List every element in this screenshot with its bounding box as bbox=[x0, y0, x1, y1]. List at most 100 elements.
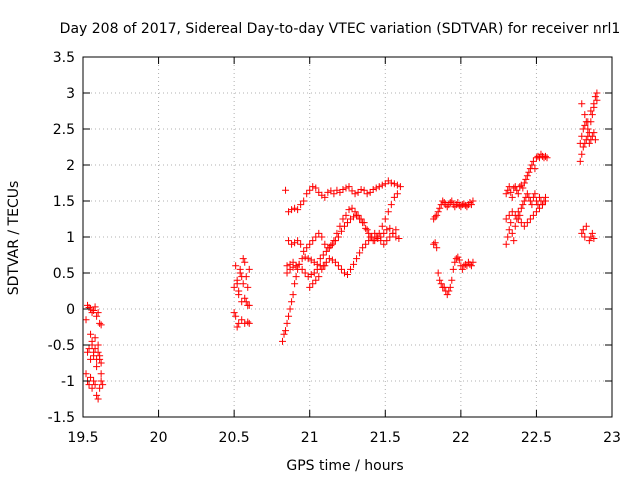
data-point bbox=[467, 262, 475, 270]
data-point bbox=[529, 211, 537, 219]
data-point bbox=[377, 237, 385, 245]
data-point bbox=[431, 213, 439, 221]
data-point bbox=[285, 237, 293, 245]
data-point bbox=[288, 240, 296, 248]
data-point bbox=[357, 185, 365, 193]
data-point bbox=[91, 345, 99, 353]
data-point bbox=[96, 384, 104, 392]
x-tick-label: 22 bbox=[452, 430, 470, 446]
data-point bbox=[297, 201, 305, 209]
data-point bbox=[384, 208, 392, 216]
data-point bbox=[244, 318, 252, 326]
data-point bbox=[347, 265, 355, 273]
data-point bbox=[455, 201, 463, 209]
data-point bbox=[292, 262, 300, 270]
data-point bbox=[312, 276, 320, 284]
data-point bbox=[238, 316, 246, 324]
data-point bbox=[436, 276, 444, 284]
data-point bbox=[514, 208, 522, 216]
data-point bbox=[286, 305, 294, 313]
data-point bbox=[242, 298, 250, 306]
data-point bbox=[334, 233, 342, 241]
data-point bbox=[333, 229, 341, 237]
data-point bbox=[452, 255, 460, 263]
data-point bbox=[356, 249, 364, 257]
data-point bbox=[88, 337, 96, 345]
data-point bbox=[362, 240, 370, 248]
data-point bbox=[289, 263, 297, 271]
y-tick-label: 0.5 bbox=[53, 266, 75, 282]
y-tick-label: 0 bbox=[66, 302, 75, 318]
data-point bbox=[309, 237, 317, 245]
data-point bbox=[359, 244, 367, 252]
data-point bbox=[387, 201, 395, 209]
data-point bbox=[339, 215, 347, 223]
data-point bbox=[523, 219, 531, 227]
data-point bbox=[590, 103, 598, 111]
data-point bbox=[325, 255, 333, 263]
data-point bbox=[541, 152, 549, 160]
data-point bbox=[448, 276, 456, 284]
data-point bbox=[393, 190, 401, 198]
y-tick-label: 2 bbox=[66, 158, 75, 174]
data-point bbox=[516, 183, 524, 191]
data-point bbox=[591, 136, 599, 144]
data-point bbox=[319, 251, 327, 259]
data-point bbox=[378, 181, 386, 189]
y-tick-label: 1.5 bbox=[53, 194, 75, 210]
data-point bbox=[585, 237, 593, 245]
y-tick-label: 2.5 bbox=[53, 122, 75, 138]
data-point bbox=[531, 165, 539, 173]
data-point bbox=[345, 183, 353, 191]
data-point bbox=[433, 244, 441, 252]
data-point bbox=[386, 233, 394, 241]
data-point bbox=[283, 262, 291, 270]
data-point bbox=[590, 129, 598, 137]
data-point bbox=[381, 215, 389, 223]
data-point bbox=[340, 222, 348, 230]
data-point bbox=[344, 270, 351, 278]
data-point bbox=[353, 211, 361, 219]
data-point bbox=[528, 201, 536, 209]
data-point bbox=[245, 265, 253, 273]
data-point bbox=[93, 312, 101, 320]
data-point bbox=[505, 226, 513, 234]
data-point bbox=[238, 273, 246, 281]
data-point bbox=[324, 188, 332, 196]
data-point bbox=[593, 96, 601, 104]
data-point bbox=[90, 348, 98, 356]
data-point bbox=[315, 188, 323, 196]
data-point bbox=[94, 341, 102, 349]
data-point bbox=[383, 226, 391, 234]
data-point bbox=[508, 193, 516, 201]
data-point bbox=[331, 237, 339, 245]
data-point bbox=[365, 237, 373, 245]
data-point bbox=[380, 240, 388, 248]
data-point bbox=[321, 240, 329, 248]
data-point bbox=[511, 211, 519, 219]
data-point bbox=[295, 260, 303, 268]
data-point bbox=[353, 255, 361, 263]
data-point bbox=[369, 185, 377, 193]
data-point bbox=[581, 233, 589, 241]
data-point bbox=[241, 258, 249, 266]
data-point bbox=[531, 190, 539, 198]
data-point bbox=[431, 239, 439, 247]
data-point bbox=[350, 213, 358, 221]
data-point bbox=[372, 184, 380, 192]
data-point bbox=[321, 262, 329, 270]
data-point bbox=[587, 107, 595, 115]
data-point bbox=[381, 180, 389, 188]
data-point bbox=[383, 237, 391, 245]
data-point bbox=[233, 280, 241, 288]
data-point bbox=[446, 283, 454, 291]
y-tick-label: -0.5 bbox=[48, 338, 75, 354]
data-point bbox=[517, 219, 525, 227]
data-point bbox=[526, 215, 534, 223]
data-point bbox=[331, 258, 339, 266]
data-point bbox=[93, 355, 101, 363]
data-point bbox=[235, 319, 243, 327]
data-point bbox=[245, 319, 253, 327]
data-point bbox=[337, 227, 345, 235]
data-point bbox=[368, 233, 376, 241]
